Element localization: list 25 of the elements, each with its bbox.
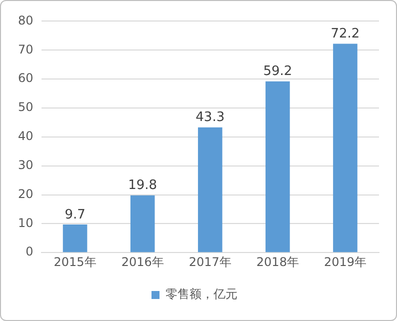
data-label: 9.7 bbox=[64, 207, 86, 222]
bar bbox=[333, 44, 358, 252]
data-label: 19.8 bbox=[128, 178, 158, 194]
bar bbox=[198, 127, 222, 252]
y-tick-label: 60 bbox=[18, 71, 34, 86]
x-tick-label: 2017年 bbox=[188, 254, 232, 269]
y-tick-label: 20 bbox=[18, 186, 34, 201]
y-tick-label: 80 bbox=[18, 13, 34, 28]
data-label: 59.2 bbox=[263, 64, 292, 80]
x-tick-label: 2016年 bbox=[121, 254, 164, 269]
y-tick-label: 40 bbox=[18, 129, 34, 144]
bar bbox=[266, 81, 290, 252]
bar bbox=[130, 195, 155, 252]
y-tick-label: 50 bbox=[18, 100, 34, 114]
bar bbox=[62, 224, 88, 252]
x-tick-label: 2018年 bbox=[256, 254, 299, 269]
y-tick-label: 30 bbox=[18, 158, 34, 172]
data-label: 72.2 bbox=[330, 26, 360, 42]
y-tick-label: 0 bbox=[26, 244, 34, 259]
y-tick-label: 10 bbox=[18, 216, 34, 230]
x-tick-label: 2019年 bbox=[324, 254, 366, 269]
legend-label: 零售额，亿元 bbox=[166, 287, 238, 302]
y-tick-label: 70 bbox=[18, 42, 34, 56]
data-label: 43.3 bbox=[196, 110, 225, 126]
x-tick-label: 2015年 bbox=[54, 254, 96, 269]
